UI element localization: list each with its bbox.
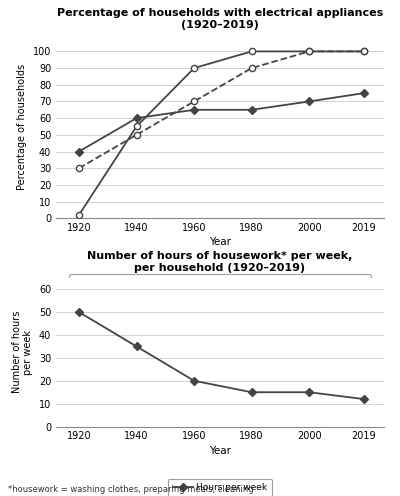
- Legend: Washing machine, Refrigerator, Vacuum cleaner: Washing machine, Refrigerator, Vacuum cl…: [69, 274, 371, 292]
- Title: Number of hours of housework* per week,
per household (1920–2019): Number of hours of housework* per week, …: [87, 251, 353, 273]
- X-axis label: Year: Year: [209, 237, 231, 248]
- Legend: Hours per week: Hours per week: [168, 479, 272, 496]
- Text: *housework = washing clothes, preparing meals, cleaning: *housework = washing clothes, preparing …: [8, 485, 254, 494]
- Y-axis label: Number of hours
per week: Number of hours per week: [12, 311, 33, 393]
- Title: Percentage of households with electrical appliances
(1920–2019): Percentage of households with electrical…: [57, 8, 383, 30]
- Y-axis label: Percentage of households: Percentage of households: [17, 63, 27, 189]
- X-axis label: Year: Year: [209, 445, 231, 456]
